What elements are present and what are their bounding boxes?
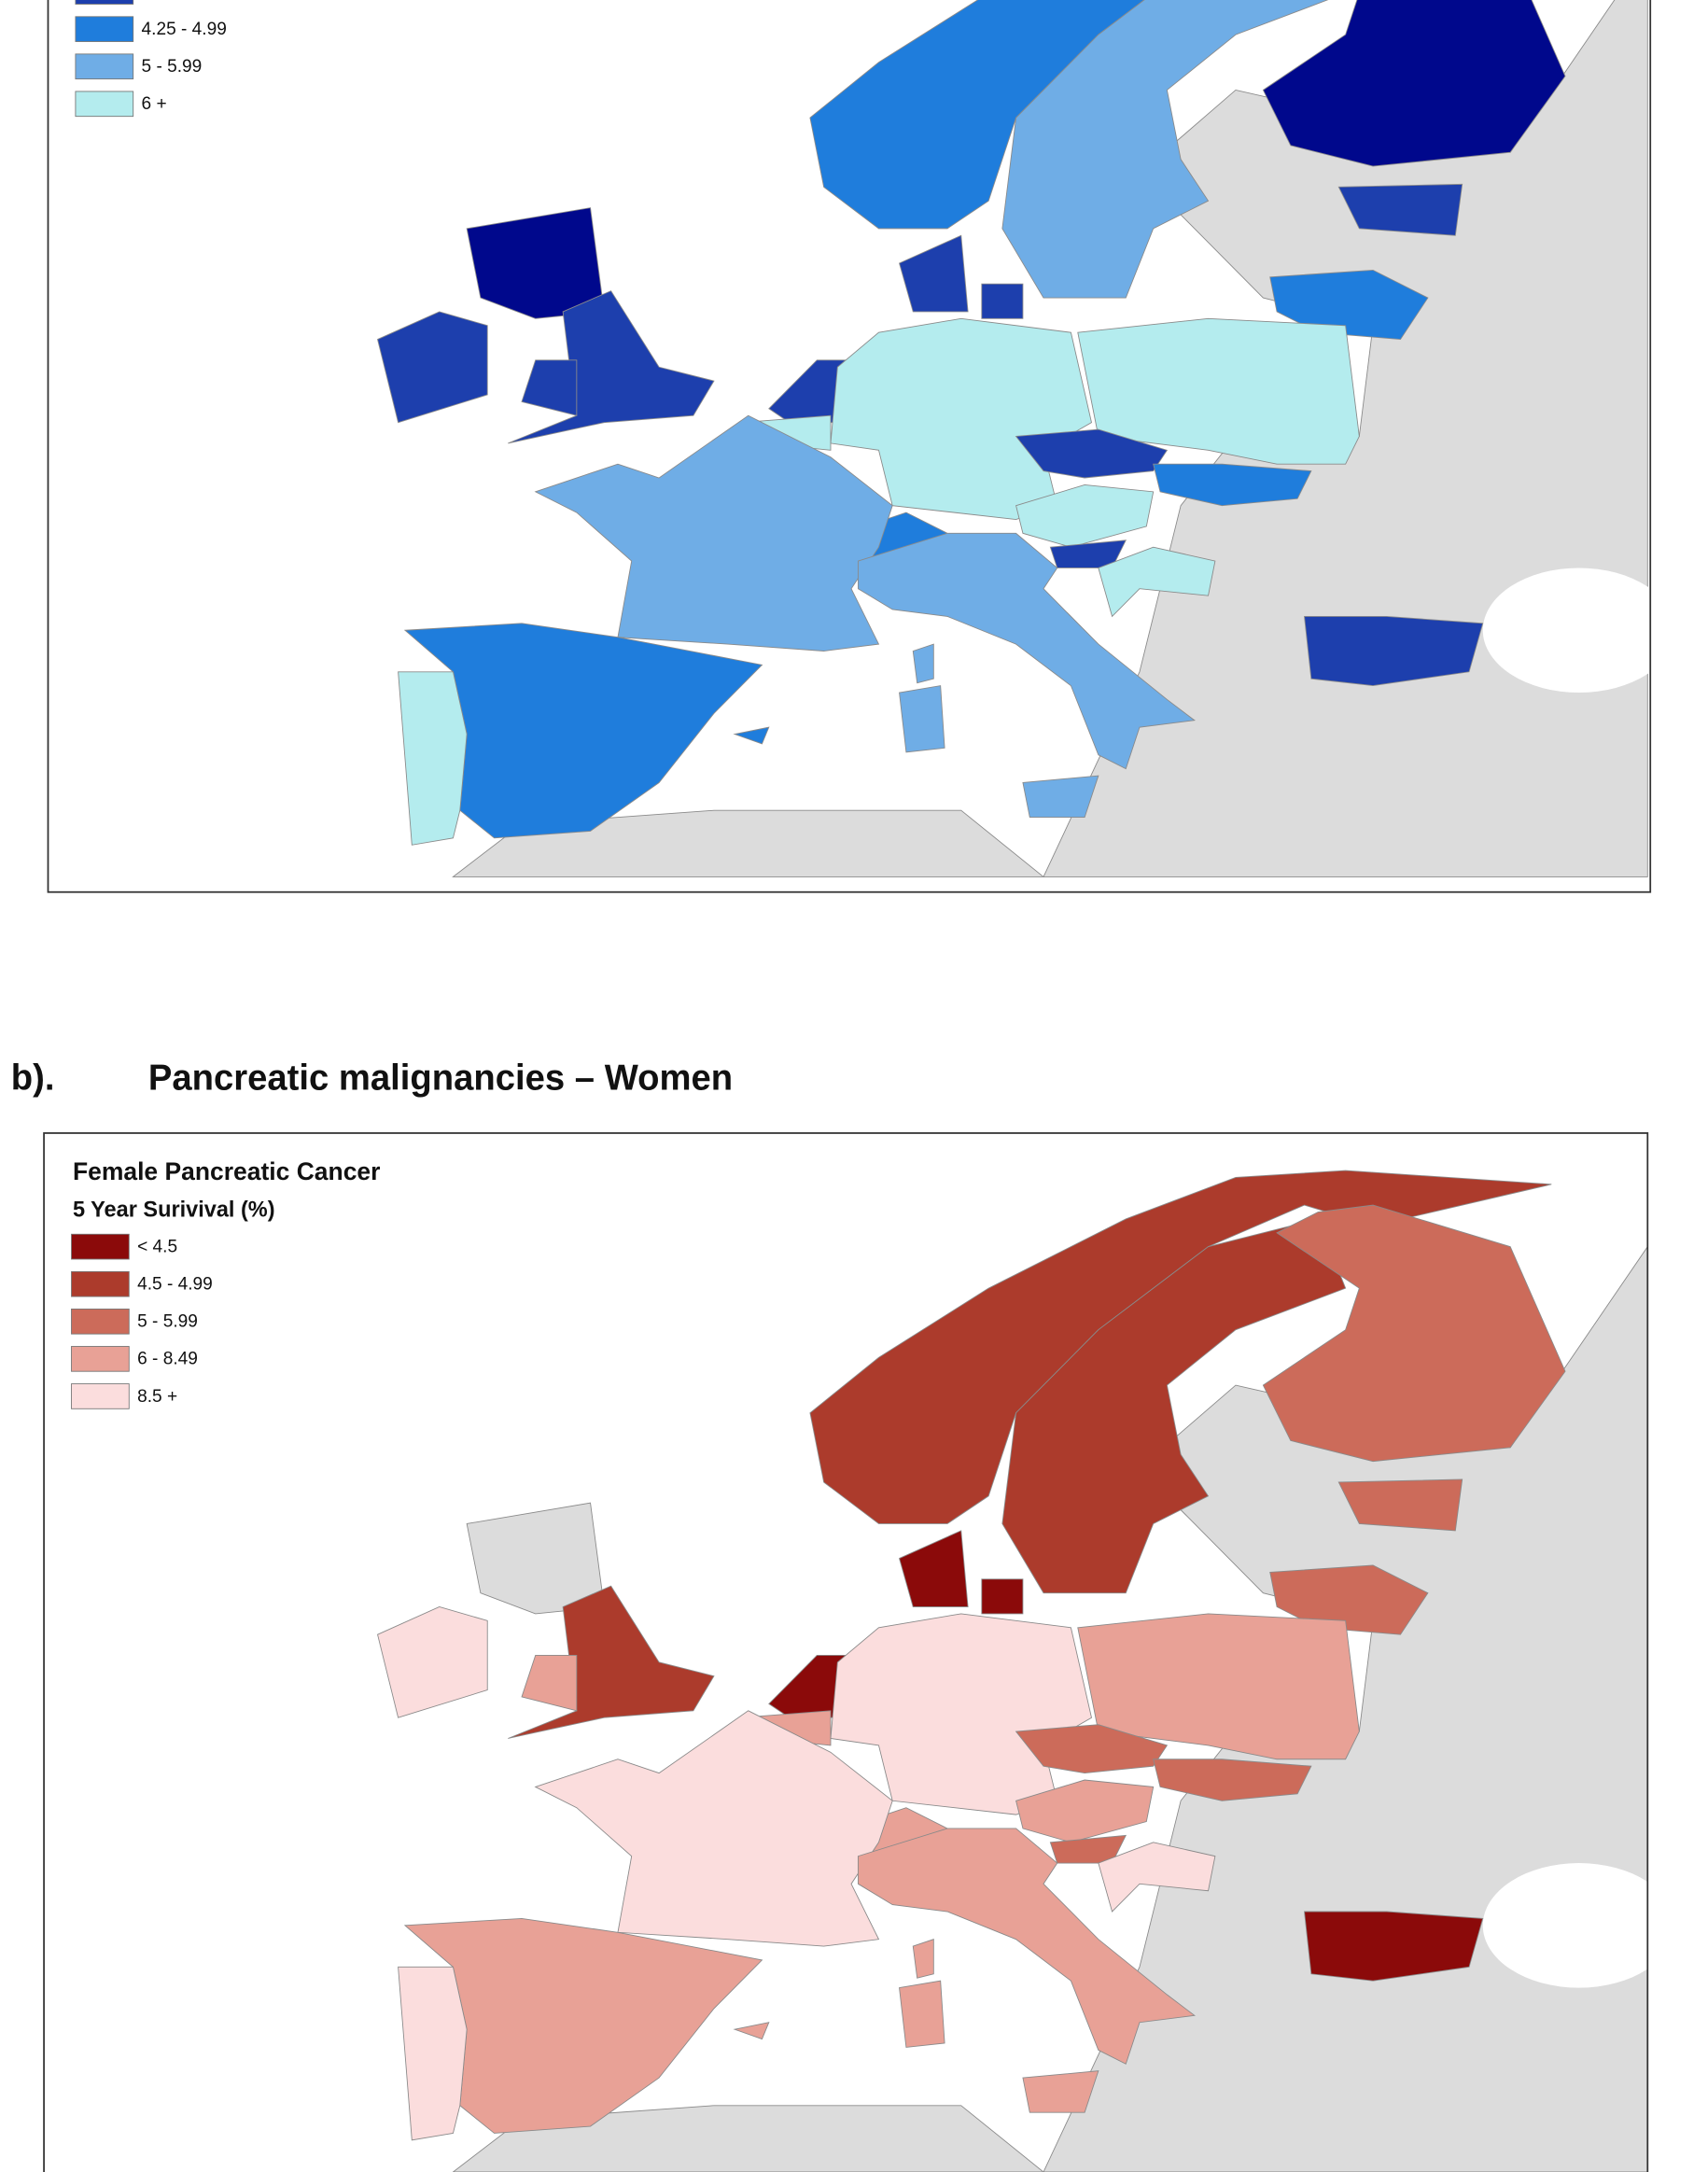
country <box>521 1654 578 1712</box>
legend-label: 6 - 8.49 <box>137 1350 198 1369</box>
top-frame <box>47 0 1652 893</box>
legend-swatch <box>75 53 134 80</box>
legend-label: 4.25 - 4.99 <box>142 20 227 39</box>
legend-label: < 4.5 <box>137 1237 177 1256</box>
country <box>397 671 468 847</box>
heading-title: Pancreatic malignancies – Women <box>148 1058 733 1099</box>
legend-title: Female Pancreatic Cancer <box>73 1157 380 1185</box>
legend-label: 4.5 - 4.99 <box>137 1274 213 1294</box>
legend-swatch <box>71 1346 130 1372</box>
country <box>376 1605 488 1718</box>
legend-label: 8.5 + <box>137 1387 177 1407</box>
country <box>534 1710 893 1947</box>
country <box>534 414 893 652</box>
country <box>466 206 606 320</box>
bottom-frame <box>43 1132 1649 2172</box>
legend-swatch <box>75 0 134 5</box>
sea <box>1482 568 1651 694</box>
bottom-legend: < 4.5 4.5 - 4.99 5 - 5.99 6 - 8.49 8.5 + <box>71 1233 213 1409</box>
country <box>898 234 1024 320</box>
legend-swatch <box>71 1308 130 1335</box>
legend-swatch <box>75 91 134 118</box>
land <box>466 1502 606 1615</box>
country <box>521 359 578 416</box>
country <box>1262 1204 1566 1463</box>
country <box>376 311 488 424</box>
legend-subtitle: 5 Year Surivival (%) <box>73 1198 275 1222</box>
bottom-map <box>376 1170 1648 2172</box>
legend-label: 5 - 5.99 <box>142 57 203 77</box>
top-map <box>376 0 1651 878</box>
sea <box>1482 1863 1648 1988</box>
legend-swatch <box>71 1270 130 1297</box>
country <box>1152 463 1312 507</box>
legend-label: 5 - 5.99 <box>137 1312 198 1332</box>
legend-swatch <box>75 16 134 42</box>
legend-label: 6 + <box>142 94 167 114</box>
country <box>1152 1759 1312 1802</box>
country <box>898 1530 1024 1615</box>
legend-swatch <box>71 1383 130 1409</box>
top-legend: 4.25 - 4.99 5 - 5.99 6 + <box>75 0 227 118</box>
legend-swatch <box>71 1233 130 1260</box>
heading-number: b). <box>11 1058 55 1099</box>
country <box>397 1966 468 2141</box>
